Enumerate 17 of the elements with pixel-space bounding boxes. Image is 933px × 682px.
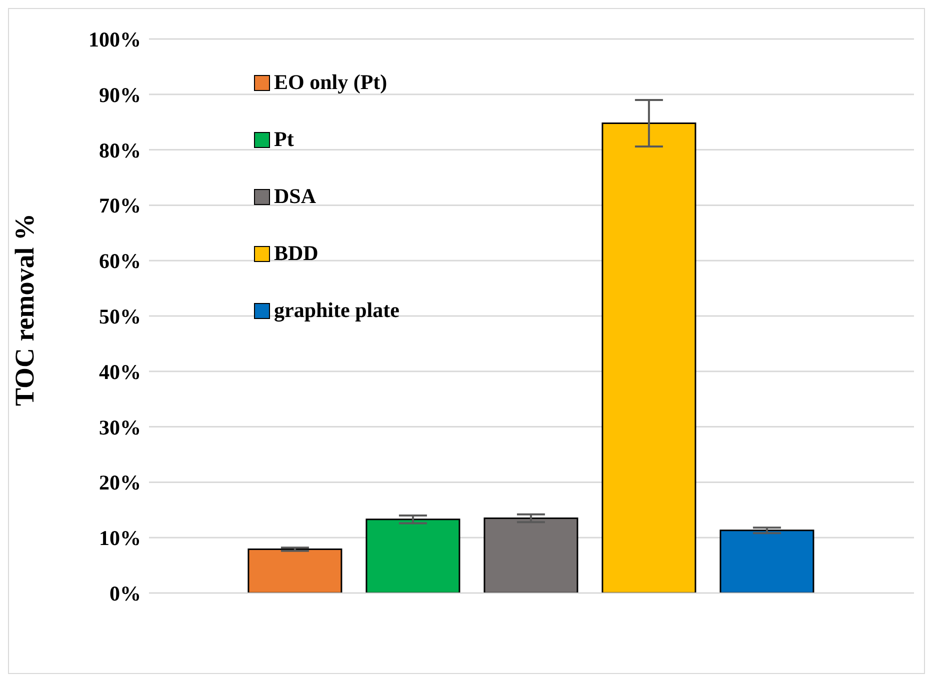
legend-label: EO only (Pt): [274, 70, 388, 95]
y-tick-label: 100%: [88, 27, 141, 52]
legend-label: graphite plate: [274, 298, 400, 323]
y-tick-label: 10%: [99, 526, 141, 550]
legend-label: Pt: [274, 127, 294, 152]
y-axis-title: TOC removal %: [10, 214, 40, 406]
y-tick-label: 80%: [99, 138, 141, 162]
y-tick-label: 40%: [99, 360, 141, 384]
y-tick-label: 90%: [99, 82, 141, 107]
legend-label: BDD: [274, 241, 318, 266]
y-tick-label: 0%: [110, 581, 141, 606]
y-tick-label: 70%: [99, 194, 141, 218]
y-tick-label: 60%: [99, 249, 141, 274]
y-tick-label: 50%: [99, 304, 141, 328]
y-tick-label: 30%: [99, 415, 141, 440]
legend-label: DSA: [274, 184, 316, 209]
y-tick-label: 20%: [99, 470, 141, 495]
